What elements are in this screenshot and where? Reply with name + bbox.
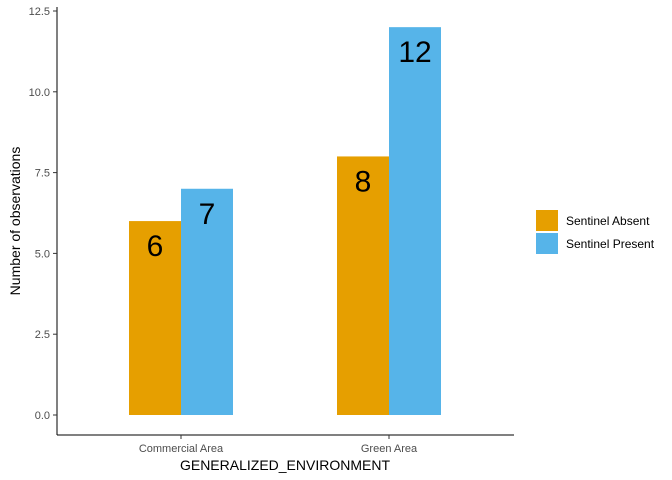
bar-value-label: 12 bbox=[398, 36, 431, 69]
y-tick-label: 5.0 bbox=[35, 248, 50, 260]
legend-swatch bbox=[536, 210, 558, 231]
y-tick-label: 0.0 bbox=[35, 410, 50, 422]
x-axis-title: GENERALIZED_ENVIRONMENT bbox=[180, 457, 390, 473]
y-axis-title: Number of observations bbox=[7, 147, 23, 296]
y-tick-label: 10.0 bbox=[29, 87, 50, 99]
y-tick-label: 2.5 bbox=[35, 329, 50, 341]
x-axis-ticks: Commercial Area Green Area bbox=[139, 435, 418, 455]
legend-label: Sentinel Absent bbox=[566, 214, 650, 228]
bar-value-label: 7 bbox=[199, 198, 216, 231]
bar-value-label: 8 bbox=[355, 165, 372, 198]
bar-value-label: 6 bbox=[147, 230, 164, 263]
x-tick-label: Commercial Area bbox=[139, 443, 224, 455]
legend-label: Sentinel Present bbox=[566, 237, 655, 251]
bar bbox=[389, 27, 441, 415]
x-tick-label: Green Area bbox=[361, 443, 418, 455]
bar bbox=[181, 188, 233, 415]
y-tick-label: 7.5 bbox=[35, 168, 50, 180]
bar bbox=[129, 221, 181, 415]
plot-area: 6 8 7 12 bbox=[129, 27, 441, 415]
y-tick-label: 12.5 bbox=[29, 6, 50, 18]
legend-swatch bbox=[536, 233, 558, 254]
y-axis-ticks: 0.0 2.5 5.0 7.5 10.0 12.5 bbox=[29, 6, 57, 422]
bar bbox=[337, 156, 389, 415]
legend: Sentinel Absent Sentinel Present bbox=[536, 210, 655, 254]
